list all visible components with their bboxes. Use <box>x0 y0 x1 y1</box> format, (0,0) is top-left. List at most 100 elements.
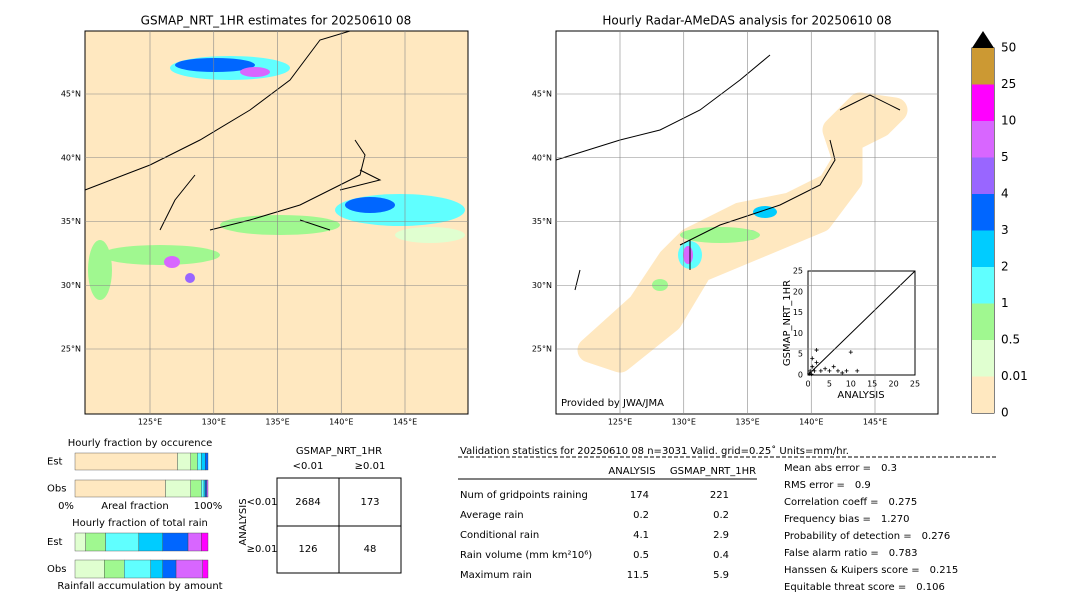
cell: 4.1 <box>633 530 649 541</box>
lon-label: 135°E <box>735 418 759 427</box>
score-value: 0.783 <box>889 548 918 559</box>
cell: 0.5 <box>633 550 649 561</box>
fraction-segment <box>104 559 125 579</box>
x-tick-label: 10 <box>846 380 856 389</box>
lon-label: 140°E <box>329 418 353 427</box>
point <box>814 360 819 365</box>
score-label: Equitable threat score = <box>784 582 906 593</box>
y-tick-label: 25 <box>793 267 803 276</box>
fraction-segment <box>162 532 189 552</box>
fraction-segment <box>124 559 152 579</box>
validation-header: Validation statistics for 20250610 08 n=… <box>460 445 849 457</box>
point <box>840 370 845 375</box>
fraction-segment <box>74 452 178 471</box>
column-header: ANALYSIS <box>608 466 655 477</box>
fraction-segment <box>74 479 166 498</box>
fraction-segment <box>162 559 177 579</box>
fraction-segment <box>202 559 209 579</box>
colorbar-band <box>972 230 994 267</box>
colorbar-label: 2 <box>1001 260 1009 274</box>
y-tick-label: 10 <box>793 329 803 338</box>
cell: 0.2 <box>633 510 649 521</box>
colorbar-band <box>972 194 994 231</box>
rain-areas <box>88 56 465 300</box>
colorbar-label: 5 <box>1001 150 1009 164</box>
fraction-segment <box>187 532 202 552</box>
fraction-segment <box>201 479 205 498</box>
point <box>812 368 817 373</box>
column-header: <0.01 <box>293 461 324 472</box>
point <box>810 356 815 361</box>
fraction-segment <box>205 452 209 471</box>
lon-label: 125°E <box>608 418 632 427</box>
row-label: Maximum rain <box>460 570 532 581</box>
colorbar-band <box>972 84 994 121</box>
y-tick-label: 20 <box>793 287 803 296</box>
table-title: GSMAP_NRT_1HR <box>296 446 382 457</box>
score-value: 1.270 <box>881 514 910 525</box>
score-value: 0.9 <box>855 480 871 491</box>
score-label: RMS error = <box>784 480 845 491</box>
score-value: 0.3 <box>881 463 897 474</box>
lat-label: 40°N <box>532 153 552 162</box>
colorbar-band <box>972 376 994 413</box>
point <box>823 366 828 371</box>
y-tick-label: 5 <box>798 350 803 359</box>
colorbar-band <box>972 121 994 158</box>
fraction-segment <box>74 559 105 579</box>
point <box>809 372 814 377</box>
y-tick-label: 0 <box>798 371 803 380</box>
lat-label: 30°N <box>61 281 81 290</box>
coastline <box>555 54 901 291</box>
point <box>848 350 853 355</box>
point <box>818 368 823 373</box>
point <box>807 371 812 376</box>
row-label: Est <box>47 457 63 468</box>
point <box>827 368 832 373</box>
row-header: <0.01 <box>247 497 278 508</box>
coastline <box>84 30 382 231</box>
lat-label: 45°N <box>532 90 552 99</box>
score-value: 0.106 <box>916 582 945 593</box>
score-label: Mean abs error = <box>784 463 871 474</box>
colorbar-label: 0 <box>1001 406 1009 420</box>
cell: 173 <box>360 497 379 508</box>
colorbar-band <box>972 303 994 340</box>
cell: 48 <box>364 544 377 555</box>
point <box>808 368 813 373</box>
lon-label: 125°E <box>138 418 162 427</box>
panel-title: Hourly fraction of total rain <box>72 518 208 529</box>
lat-label: 40°N <box>61 153 81 162</box>
lat-label: 30°N <box>532 281 552 290</box>
row-label: Average rain <box>460 510 524 521</box>
map-title: Hourly Radar-AMeDAS analysis for 2025061… <box>602 14 891 28</box>
colorbar-label: 1 <box>1001 296 1009 310</box>
lon-label: 145°E <box>863 418 887 427</box>
x-tick-label: 20 <box>889 380 899 389</box>
colorbar-extend <box>972 31 994 48</box>
fraction-segment <box>201 532 209 552</box>
point <box>814 348 819 353</box>
fraction-segment <box>190 479 202 498</box>
score-label: Frequency bias = <box>784 514 871 525</box>
lat-label: 35°N <box>532 217 552 226</box>
colorbar-band <box>972 267 994 304</box>
diagonal <box>807 270 916 376</box>
cell: 174 <box>630 490 649 501</box>
cell: 221 <box>710 490 729 501</box>
point <box>831 364 836 369</box>
colorbar-band <box>972 340 994 377</box>
lat-label: 25°N <box>61 345 81 354</box>
axis-label: 0% <box>58 501 74 512</box>
y-axis-label: GSMAP_NRT_1HR <box>782 280 793 366</box>
cell: 0.2 <box>713 510 729 521</box>
x-axis-label: ANALYSIS <box>837 390 884 401</box>
colorbar-band <box>972 157 994 194</box>
lon-label: 130°E <box>202 418 226 427</box>
point <box>844 368 849 373</box>
fraction-segment <box>105 532 140 552</box>
cell: 5.9 <box>713 570 729 581</box>
colorbar-label: 0.01 <box>1001 369 1028 383</box>
score-value: 0.215 <box>930 565 959 576</box>
